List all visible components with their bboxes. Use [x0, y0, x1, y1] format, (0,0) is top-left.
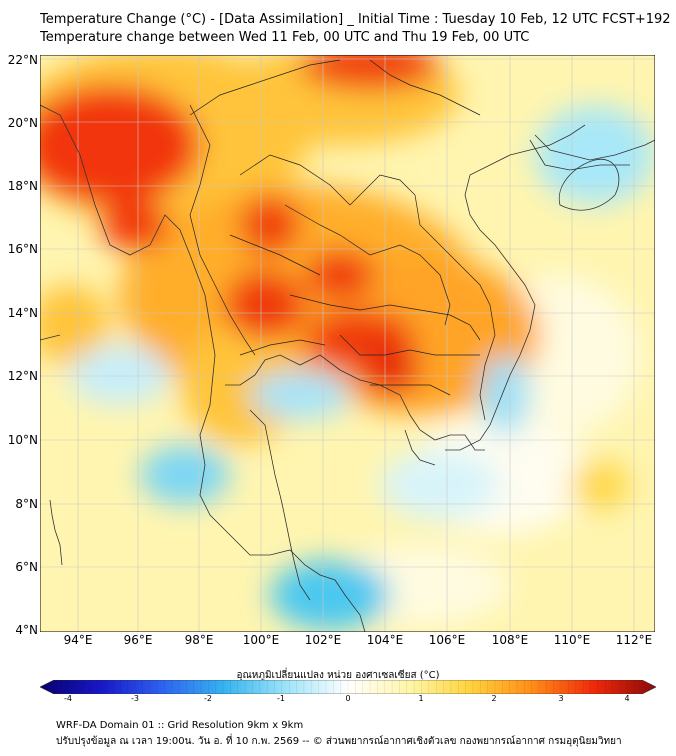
colorbar [40, 680, 656, 694]
colorbar-tick: 4 [624, 694, 630, 703]
colorbar-tick: 1 [418, 694, 424, 703]
lon-tick-label: 104°E [366, 633, 404, 647]
lat-tick-label: 8°N [15, 497, 38, 511]
lat-tick-label: 4°N [15, 623, 38, 637]
colorbar-tick: -3 [131, 694, 139, 703]
lon-tick-label: 100°E [242, 633, 280, 647]
lon-tick-label: 98°E [184, 633, 214, 647]
footer-domain-info: WRF-DA Domain 01 :: Grid Resolution 9km … [56, 720, 304, 731]
lon-tick-label: 112°E [615, 633, 653, 647]
lon-tick-label: 108°E [491, 633, 529, 647]
lon-tick-label: 94°E [63, 633, 93, 647]
lat-tick-label: 12°N [7, 369, 38, 383]
temperature-field [40, 55, 655, 630]
lon-tick-label: 106°E [428, 633, 466, 647]
country-borders [189, 59, 496, 496]
temperature-change-map [40, 55, 655, 632]
lon-tick-label: 110°E [553, 633, 591, 647]
colorbar-tick: -2 [204, 694, 212, 703]
lat-tick-label: 16°N [7, 242, 38, 256]
lat-tick-label: 14°N [7, 306, 38, 320]
lon-tick-label: 96°E [123, 633, 153, 647]
map-subtitle: Temperature change between Wed 11 Feb, 0… [40, 30, 530, 45]
lat-tick-label: 22°N [7, 53, 38, 67]
lat-tick-label: 6°N [15, 560, 38, 574]
lat-tick-label: 20°N [7, 116, 38, 130]
coastlines [40, 104, 655, 632]
colorbar-tick: -4 [64, 694, 72, 703]
footer-credit: ปรับปรุงข้อมูล ณ เวลา 19:00น. วัน อ. ที่… [56, 736, 622, 747]
colorbar-tick: 3 [558, 694, 564, 703]
lat-tick-label: 10°N [7, 433, 38, 447]
lat-tick-label: 18°N [7, 179, 38, 193]
colorbar-label: อุณหภูมิเปลี่ยนแปลง หน่วย องศาเซลเซียส (… [236, 670, 440, 681]
colorbar-tick: 0 [345, 694, 351, 703]
colorbar-tick: 2 [491, 694, 497, 703]
map-title: Temperature Change (°C) - [Data Assimila… [40, 12, 671, 27]
colorbar-tick: -1 [277, 694, 285, 703]
lon-tick-label: 102°E [304, 633, 342, 647]
